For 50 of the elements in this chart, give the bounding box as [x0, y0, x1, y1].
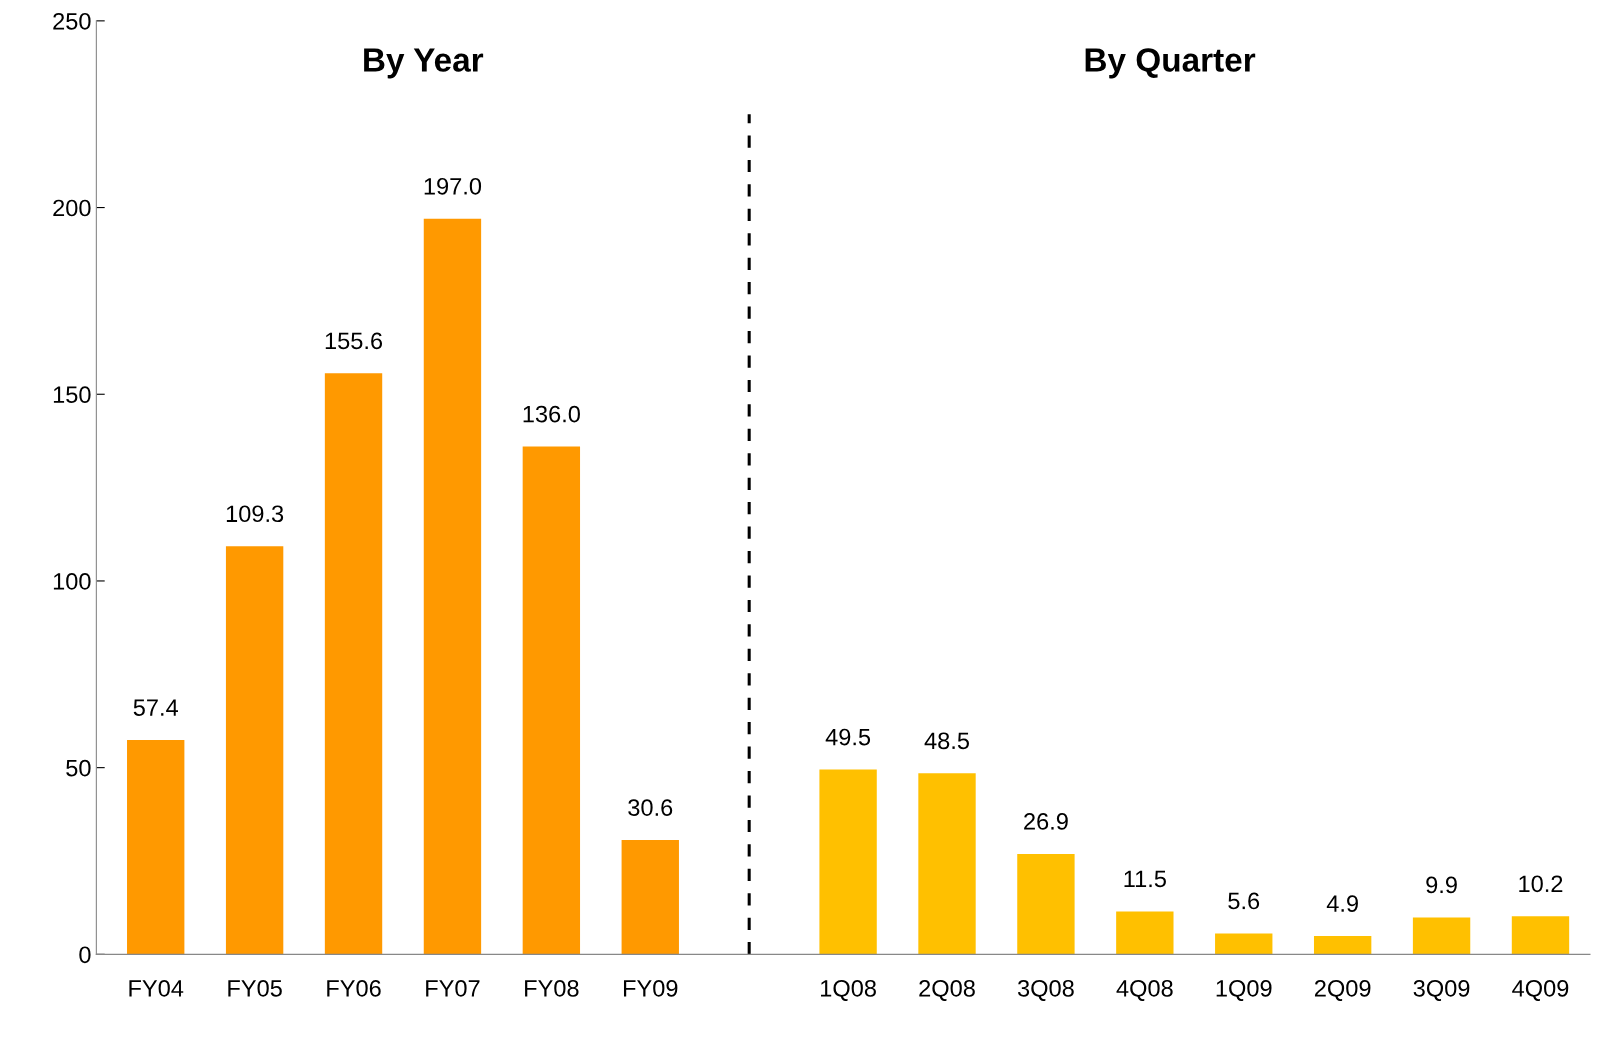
- data-label: 136.0: [523, 405, 580, 423]
- data-label: 26.9: [1024, 813, 1068, 830]
- x-tick-label: 2Q08: [919, 979, 975, 1001]
- bar: [621, 840, 679, 955]
- bar: [1215, 933, 1273, 955]
- x-tick-label: 4Q08: [1116, 979, 1173, 1001]
- data-label: 30.6: [628, 799, 673, 816]
- y-tick-label: 150: [53, 386, 91, 404]
- bar: [225, 546, 284, 955]
- bar: [423, 218, 482, 955]
- bar: [1511, 916, 1570, 955]
- x-tick-label: FY08: [525, 979, 579, 997]
- x-tick-label: FY06: [327, 979, 381, 997]
- bar: [918, 773, 976, 955]
- bar: [127, 740, 185, 955]
- bar: [324, 373, 383, 955]
- x-tick-label: FY05: [228, 979, 282, 997]
- bar: [1412, 917, 1471, 955]
- data-label: 109.3: [226, 505, 284, 523]
- x-tick-label: 2Q09: [1314, 979, 1371, 1001]
- x-tick-label: FY09: [623, 979, 678, 997]
- x-tick-label: FY04: [129, 979, 184, 997]
- data-label: 48.5: [924, 732, 969, 750]
- bar: [1017, 853, 1075, 955]
- annotation: By Year: [364, 48, 484, 79]
- y-tick-label: 200: [53, 199, 91, 217]
- x-tick-label: 1Q08: [821, 979, 876, 1001]
- bar: [522, 446, 581, 955]
- data-label: 10.2: [1519, 875, 1563, 893]
- bar: [819, 769, 877, 955]
- annotation: By Quarter: [1085, 48, 1256, 79]
- data-label: 155.6: [325, 332, 383, 350]
- bar: [1116, 911, 1174, 955]
- x-tick-label: 3Q08: [1017, 979, 1074, 1001]
- x-tick-label: 4Q09: [1512, 979, 1569, 1001]
- data-label: 5.6: [1228, 892, 1260, 910]
- y-tick-label: 250: [53, 12, 91, 30]
- data-label: 57.4: [133, 699, 178, 716]
- y-tick-label: 100: [53, 573, 91, 590]
- x-tick-label: 3Q09: [1413, 979, 1470, 1001]
- bar: [1313, 936, 1372, 955]
- data-label: 11.5: [1124, 870, 1166, 888]
- y-tick-label: 0: [79, 946, 91, 964]
- x-tick-label: FY07: [426, 979, 480, 997]
- data-label: 49.5: [825, 728, 871, 746]
- data-label: 197.0: [424, 177, 482, 195]
- data-label: 9.9: [1426, 876, 1457, 894]
- data-label: 4.9: [1326, 895, 1358, 912]
- x-tick-label: 1Q09: [1216, 979, 1272, 1001]
- y-tick-label: 50: [66, 759, 91, 777]
